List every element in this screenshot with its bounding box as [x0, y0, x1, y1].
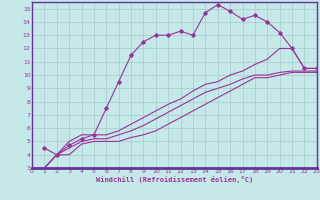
- X-axis label: Windchill (Refroidissement éolien,°C): Windchill (Refroidissement éolien,°C): [96, 176, 253, 183]
